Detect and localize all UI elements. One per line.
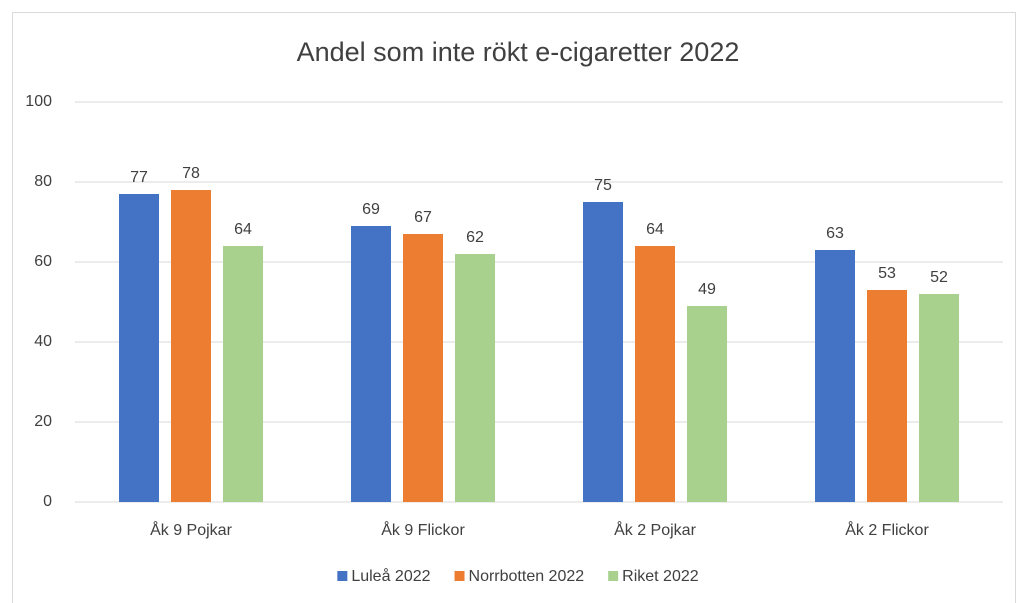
bar <box>351 226 391 502</box>
x-tick-label: Åk 9 Flickor <box>381 520 465 539</box>
bar <box>635 246 675 502</box>
chart-border <box>12 12 1016 603</box>
bar <box>223 246 263 502</box>
bar <box>455 254 495 502</box>
bar <box>867 290 907 502</box>
bar <box>583 202 623 502</box>
legend-swatch <box>454 571 465 581</box>
value-label: 63 <box>826 225 844 242</box>
y-tick-label: 20 <box>34 413 52 430</box>
value-label: 77 <box>130 169 148 186</box>
value-label: 64 <box>646 221 664 238</box>
bar <box>815 250 855 502</box>
x-tick-label: Åk 9 Pojkar <box>150 520 232 539</box>
legend-label: Luleå 2022 <box>351 567 430 585</box>
y-tick-label: 80 <box>34 173 52 190</box>
value-label: 52 <box>930 269 948 286</box>
value-label: 78 <box>182 165 200 182</box>
bar <box>119 194 159 502</box>
value-label: 64 <box>234 221 252 238</box>
value-label: 69 <box>362 201 380 218</box>
legend-label: Norrbotten 2022 <box>469 568 585 585</box>
x-tick-label: Åk 2 Pojkar <box>614 520 696 539</box>
value-label: 62 <box>466 229 484 246</box>
value-label: 75 <box>594 177 612 194</box>
value-label: 67 <box>414 209 432 226</box>
x-tick-label: Åk 2 Flickor <box>845 520 929 539</box>
y-tick-label: 40 <box>34 333 52 350</box>
bar <box>687 306 727 502</box>
value-label: 49 <box>698 281 716 298</box>
legend-label: Riket 2022 <box>622 568 699 585</box>
bar <box>403 234 443 502</box>
y-tick-label: 60 <box>34 253 52 270</box>
legend-swatch <box>337 571 348 581</box>
bar <box>171 190 211 502</box>
y-tick-label: 100 <box>25 93 52 110</box>
legend-swatch <box>608 571 619 581</box>
bar <box>919 294 959 502</box>
value-label: 53 <box>878 265 896 282</box>
y-tick-label: 0 <box>43 493 52 510</box>
chart-title: Andel som inte rökt e-cigaretter 2022 <box>297 37 740 67</box>
